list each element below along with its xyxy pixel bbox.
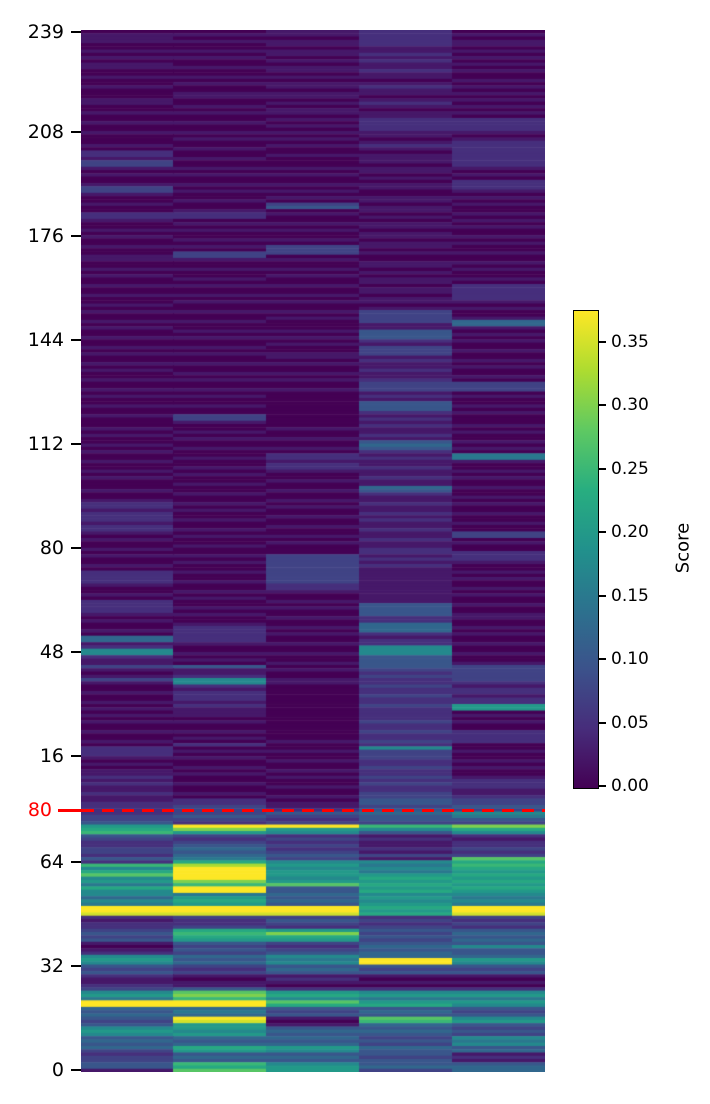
y-tick-mark [71,443,81,445]
y-tick-label: 48 [39,641,64,663]
colorbar-tick-label: 0.00 [611,776,649,796]
divider-label: 80 [27,799,52,821]
colorbar-tick-label: 0.10 [611,649,649,669]
colorbar-tick-label: 0.35 [611,332,649,352]
divider-tick-mark [58,808,82,812]
y-tick-mark [71,651,81,653]
heatmap-image [81,30,545,1072]
y-tick-mark [71,31,81,33]
colorbar-tick-mark [599,468,606,470]
y-tick-mark [71,547,81,549]
y-tick-mark [71,339,81,341]
y-tick-mark [71,861,81,863]
colorbar-tick-mark [599,722,606,724]
colorbar-tick-label: 0.15 [611,586,649,606]
y-tick-label: 144 [27,329,64,351]
colorbar [573,310,599,789]
colorbar-tick-mark [599,531,606,533]
colorbar-label: Score [672,522,694,574]
y-tick-label: 32 [39,955,64,977]
colorbar-tick-label: 0.05 [611,713,649,733]
divider-dashed-line [82,808,545,812]
colorbar-tick-label: 0.30 [611,395,649,415]
y-tick-label: 239 [27,21,64,43]
y-tick-label: 16 [39,745,64,767]
colorbar-tick-label: 0.25 [611,459,649,479]
y-tick-label: 80 [39,537,64,559]
y-tick-mark [71,1069,81,1071]
y-tick-label: 176 [27,225,64,247]
colorbar-tick-mark [599,595,606,597]
y-tick-label: 112 [27,433,64,455]
colorbar-tick-mark [599,785,606,787]
y-tick-mark [71,755,81,757]
colorbar-tick-mark [599,341,606,343]
colorbar-tick-mark [599,404,606,406]
y-tick-label: 208 [27,121,64,143]
y-tick-mark [71,131,81,133]
y-tick-mark [71,235,81,237]
colorbar-tick-label: 0.20 [611,522,649,542]
y-tick-mark [71,965,81,967]
colorbar-tick-mark [599,658,606,660]
y-tick-label: 0 [51,1059,64,1081]
colorbar-gradient [574,311,598,788]
y-tick-label: 64 [39,851,64,873]
